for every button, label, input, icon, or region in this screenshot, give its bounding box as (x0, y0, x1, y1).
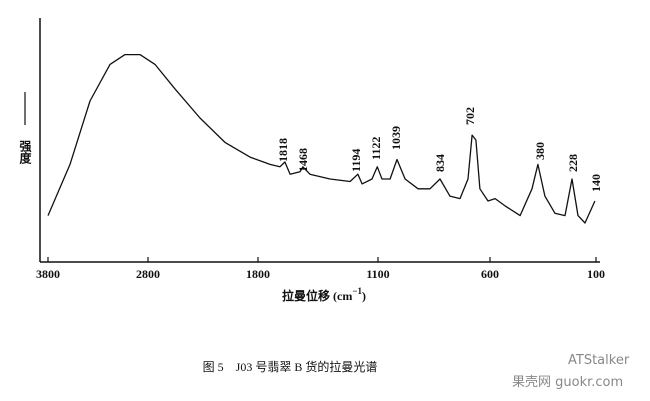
peak-label: 1468 (296, 148, 310, 172)
x-tick-label: 1800 (246, 267, 270, 281)
x-label-end: ) (362, 289, 366, 303)
x-label-sup: −1 (352, 286, 362, 296)
peak-label: 228 (566, 154, 580, 172)
x-axis-label: 拉曼位移 (cm−1) (282, 286, 366, 303)
x-tick-label: 2800 (136, 267, 160, 281)
x-tick-label: 100 (587, 267, 605, 281)
peak-label: 834 (433, 154, 447, 172)
peak-label: 1122 (369, 137, 383, 160)
watermark: 果壳网 guokr.com (512, 375, 623, 390)
x-label-main: 拉曼位移 (cm (282, 288, 352, 303)
peak-label: 1194 (349, 149, 363, 172)
watermark: ATStalker (568, 353, 630, 368)
peak-label: 1039 (389, 126, 403, 150)
peak-label: 380 (533, 142, 547, 160)
x-tick-label: 600 (481, 267, 499, 281)
peak-label: 702 (463, 107, 477, 125)
peak-label: 140 (589, 174, 603, 192)
x-tick-label: 3800 (36, 267, 60, 281)
spectrum-line (47, 53, 596, 224)
peak-label: 1818 (276, 138, 290, 162)
y-axis-label: 强度 (18, 140, 32, 165)
caption: 图 5 J03 号翡翠 B 货的拉曼光谱 (203, 359, 378, 374)
x-tick-label: 1100 (366, 267, 389, 281)
